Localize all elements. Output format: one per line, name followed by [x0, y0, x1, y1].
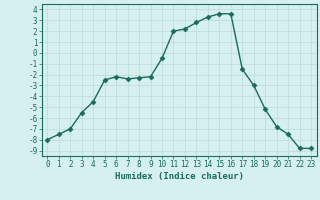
X-axis label: Humidex (Indice chaleur): Humidex (Indice chaleur): [115, 172, 244, 181]
